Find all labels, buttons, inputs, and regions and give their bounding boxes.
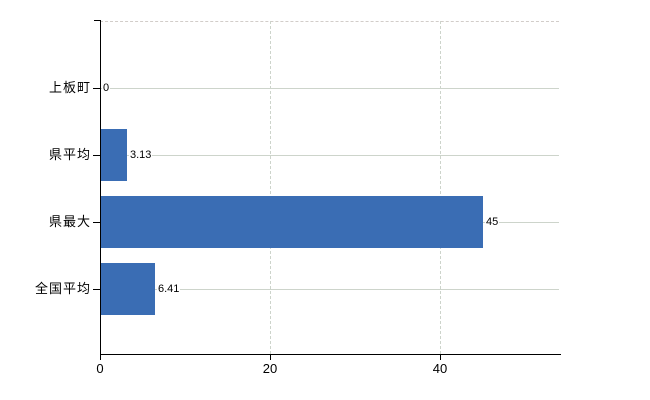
row-leader-line bbox=[100, 289, 559, 290]
category-label: 全国平均 bbox=[34, 281, 91, 296]
bar bbox=[100, 129, 127, 181]
x-tick-label: 0 bbox=[96, 361, 104, 376]
bar-value-label: 0 bbox=[102, 81, 111, 95]
x-tick bbox=[440, 355, 441, 360]
y-axis-line bbox=[100, 20, 101, 354]
x-tick-label: 40 bbox=[432, 361, 448, 376]
vertical-gridline bbox=[440, 21, 442, 354]
bar bbox=[100, 263, 155, 315]
category-label: 上板町 bbox=[48, 80, 91, 95]
x-tick-label: 20 bbox=[262, 361, 278, 376]
category-label: 県最大 bbox=[48, 214, 91, 229]
bar-value-label: 3.13 bbox=[129, 148, 153, 162]
x-tick bbox=[100, 355, 101, 360]
category-tick bbox=[93, 88, 100, 89]
plot-top-border bbox=[100, 21, 559, 22]
bar bbox=[100, 196, 483, 248]
bar-value-label: 6.41 bbox=[157, 282, 181, 296]
x-axis-line bbox=[100, 354, 561, 355]
category-tick bbox=[93, 155, 100, 156]
y-axis-top-tick bbox=[94, 20, 100, 21]
bar-value-label: 45 bbox=[485, 215, 500, 229]
category-label: 県平均 bbox=[48, 147, 91, 162]
vertical-gridline bbox=[270, 21, 272, 354]
category-tick bbox=[93, 289, 100, 290]
row-leader-line bbox=[100, 88, 559, 89]
row-leader-line bbox=[100, 155, 559, 156]
category-tick bbox=[93, 222, 100, 223]
x-tick bbox=[270, 355, 271, 360]
